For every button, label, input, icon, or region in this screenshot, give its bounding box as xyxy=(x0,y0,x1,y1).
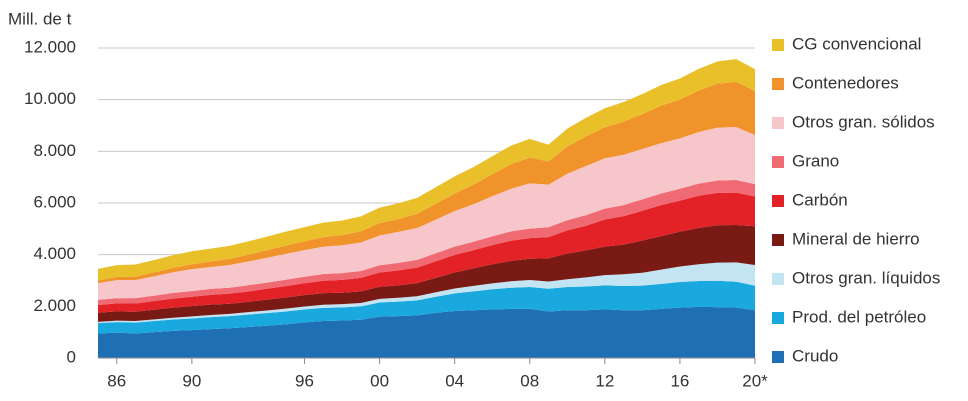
x-tick-label: 86 xyxy=(107,371,126,390)
x-tick-label: 16 xyxy=(670,371,689,390)
legend-swatch xyxy=(772,156,784,168)
legend-label: Prod. del petróleo xyxy=(792,307,926,326)
legend-label: Otros gran. sólidos xyxy=(792,112,935,131)
x-tick-label: 12 xyxy=(595,371,614,390)
y-tick-label: 6.000 xyxy=(33,192,76,211)
legend-swatch xyxy=(772,312,784,324)
x-tick-label: 20* xyxy=(742,371,768,390)
legend-swatch xyxy=(772,195,784,207)
x-tick-label: 08 xyxy=(520,371,539,390)
area xyxy=(98,306,755,358)
area xyxy=(98,59,755,281)
y-tick-label: 8.000 xyxy=(33,141,76,160)
area xyxy=(98,280,755,334)
area xyxy=(98,224,755,322)
y-tick-label: 4.000 xyxy=(33,244,76,263)
y-tick-label: 0 xyxy=(67,347,76,366)
x-tick-label: 96 xyxy=(295,371,314,390)
legend-swatch xyxy=(772,78,784,90)
legend-label: CG convencional xyxy=(792,34,921,53)
x-tick-label: 04 xyxy=(445,371,464,390)
area xyxy=(98,192,755,313)
legend-label: Carbón xyxy=(792,190,848,209)
y-tick-label: 12.000 xyxy=(24,37,76,56)
y-tick-label: 10.000 xyxy=(24,89,76,108)
legend-swatch xyxy=(772,351,784,363)
legend-label: Crudo xyxy=(792,346,838,365)
legend-swatch xyxy=(772,273,784,285)
legend-label: Mineral de hierro xyxy=(792,229,920,248)
area xyxy=(98,81,755,284)
y-axis-label: Mill. de t xyxy=(8,9,72,28)
legend-swatch xyxy=(772,234,784,246)
area xyxy=(98,127,755,300)
legend-swatch xyxy=(772,39,784,51)
legend-label: Contenedores xyxy=(792,73,899,92)
area xyxy=(98,180,755,306)
area xyxy=(98,262,755,324)
legend-label: Otros gran. líquidos xyxy=(792,268,940,287)
x-tick-label: 90 xyxy=(182,371,201,390)
legend-label: Grano xyxy=(792,151,839,170)
x-tick-label: 00 xyxy=(370,371,389,390)
y-tick-label: 2.000 xyxy=(33,296,76,315)
legend-swatch xyxy=(772,117,784,129)
